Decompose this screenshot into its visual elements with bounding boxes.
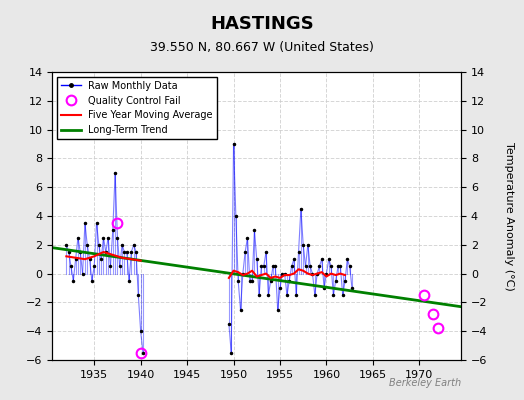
Legend: Raw Monthly Data, Quality Control Fail, Five Year Moving Average, Long-Term Tren: Raw Monthly Data, Quality Control Fail, … bbox=[57, 77, 217, 139]
Text: HASTINGS: HASTINGS bbox=[210, 15, 314, 33]
Text: Berkeley Earth: Berkeley Earth bbox=[389, 378, 461, 388]
Text: 39.550 N, 80.667 W (United States): 39.550 N, 80.667 W (United States) bbox=[150, 42, 374, 54]
Y-axis label: Temperature Anomaly (°C): Temperature Anomaly (°C) bbox=[504, 142, 514, 290]
